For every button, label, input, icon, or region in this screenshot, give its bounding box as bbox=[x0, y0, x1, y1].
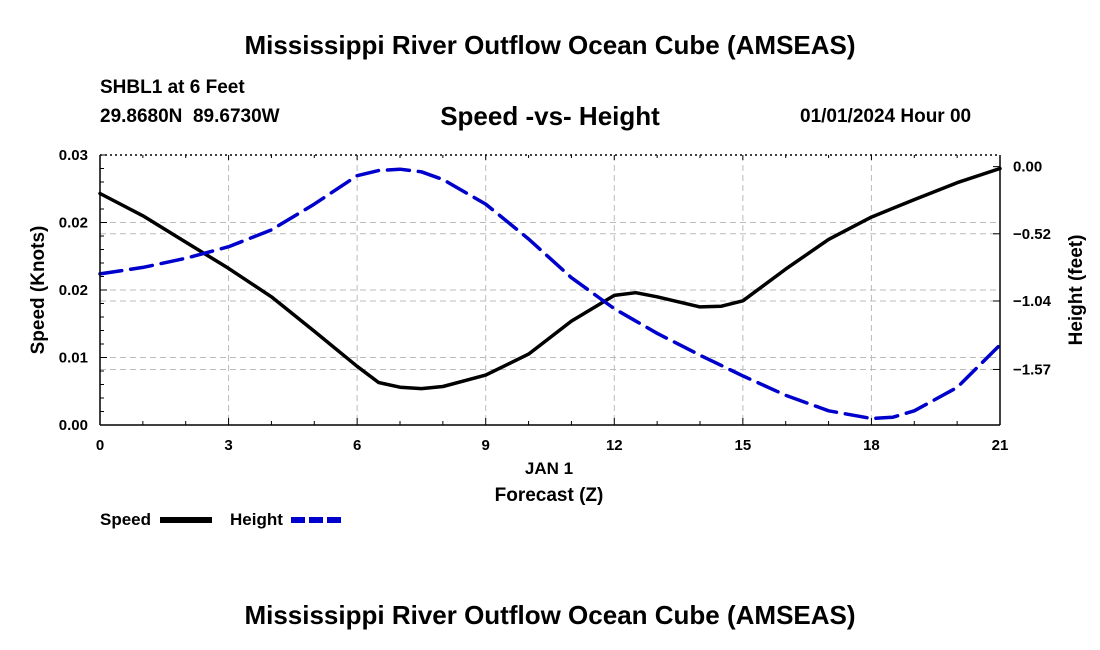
y-tick-label: 0.02 bbox=[59, 215, 88, 232]
x-tick-label: 12 bbox=[606, 437, 623, 454]
x-tick-label: 21 bbox=[992, 437, 1009, 454]
page-title: Mississippi River Outflow Ocean Cube (AM… bbox=[244, 30, 856, 60]
x-axis-date-label: JAN 1 bbox=[525, 459, 573, 478]
y-axis-label-left: Speed (Knots) bbox=[28, 226, 49, 355]
x-tick-label: 3 bbox=[224, 437, 232, 454]
y-tick-label: 0.02 bbox=[59, 282, 88, 299]
y2-tick-label: 0.00 bbox=[1013, 159, 1042, 176]
x-tick-label: 15 bbox=[735, 437, 752, 454]
chart-subtitle: Speed -vs- Height bbox=[440, 101, 660, 131]
series-layer bbox=[98, 166, 1002, 421]
x-tick-label: 6 bbox=[353, 437, 361, 454]
x-tick-label: 18 bbox=[863, 437, 880, 454]
x-axis-label: Forecast (Z) bbox=[495, 485, 604, 506]
grid-lines bbox=[100, 155, 1000, 425]
legend-height-label: Height bbox=[230, 510, 283, 529]
y-tick-label: 0.00 bbox=[59, 417, 88, 434]
series-line-height bbox=[98, 167, 1002, 421]
y2-tick-label: −1.57 bbox=[1013, 361, 1051, 378]
axes bbox=[99, 154, 1001, 426]
station-label: SHBL1 at 6 Feet bbox=[100, 77, 245, 98]
y-tick-label: 0.01 bbox=[59, 350, 88, 367]
footer-title: Mississippi River Outflow Ocean Cube (AM… bbox=[244, 600, 856, 630]
x-tick-label: 0 bbox=[96, 437, 104, 454]
forecast-datetime: 01/01/2024 Hour 00 bbox=[800, 106, 972, 127]
y2-tick-label: −1.04 bbox=[1013, 293, 1052, 310]
x-tick-label: 9 bbox=[482, 437, 490, 454]
coordinates-label: 29.8680N 89.6730W bbox=[100, 106, 280, 127]
y-tick-label: 0.03 bbox=[59, 147, 88, 164]
series-line-speed bbox=[98, 166, 1002, 391]
y2-tick-label: −0.52 bbox=[1013, 226, 1051, 243]
legend-speed-label: Speed bbox=[100, 510, 151, 529]
legend: Speed Height bbox=[100, 510, 342, 529]
y-axis-label-right: Height (feet) bbox=[1066, 235, 1087, 346]
tick-labels: 0 3 6 9 12 15 18 21 0.00 0.01 0.02 0.02 0.03 0.00 −0.5… bbox=[59, 147, 1052, 454]
